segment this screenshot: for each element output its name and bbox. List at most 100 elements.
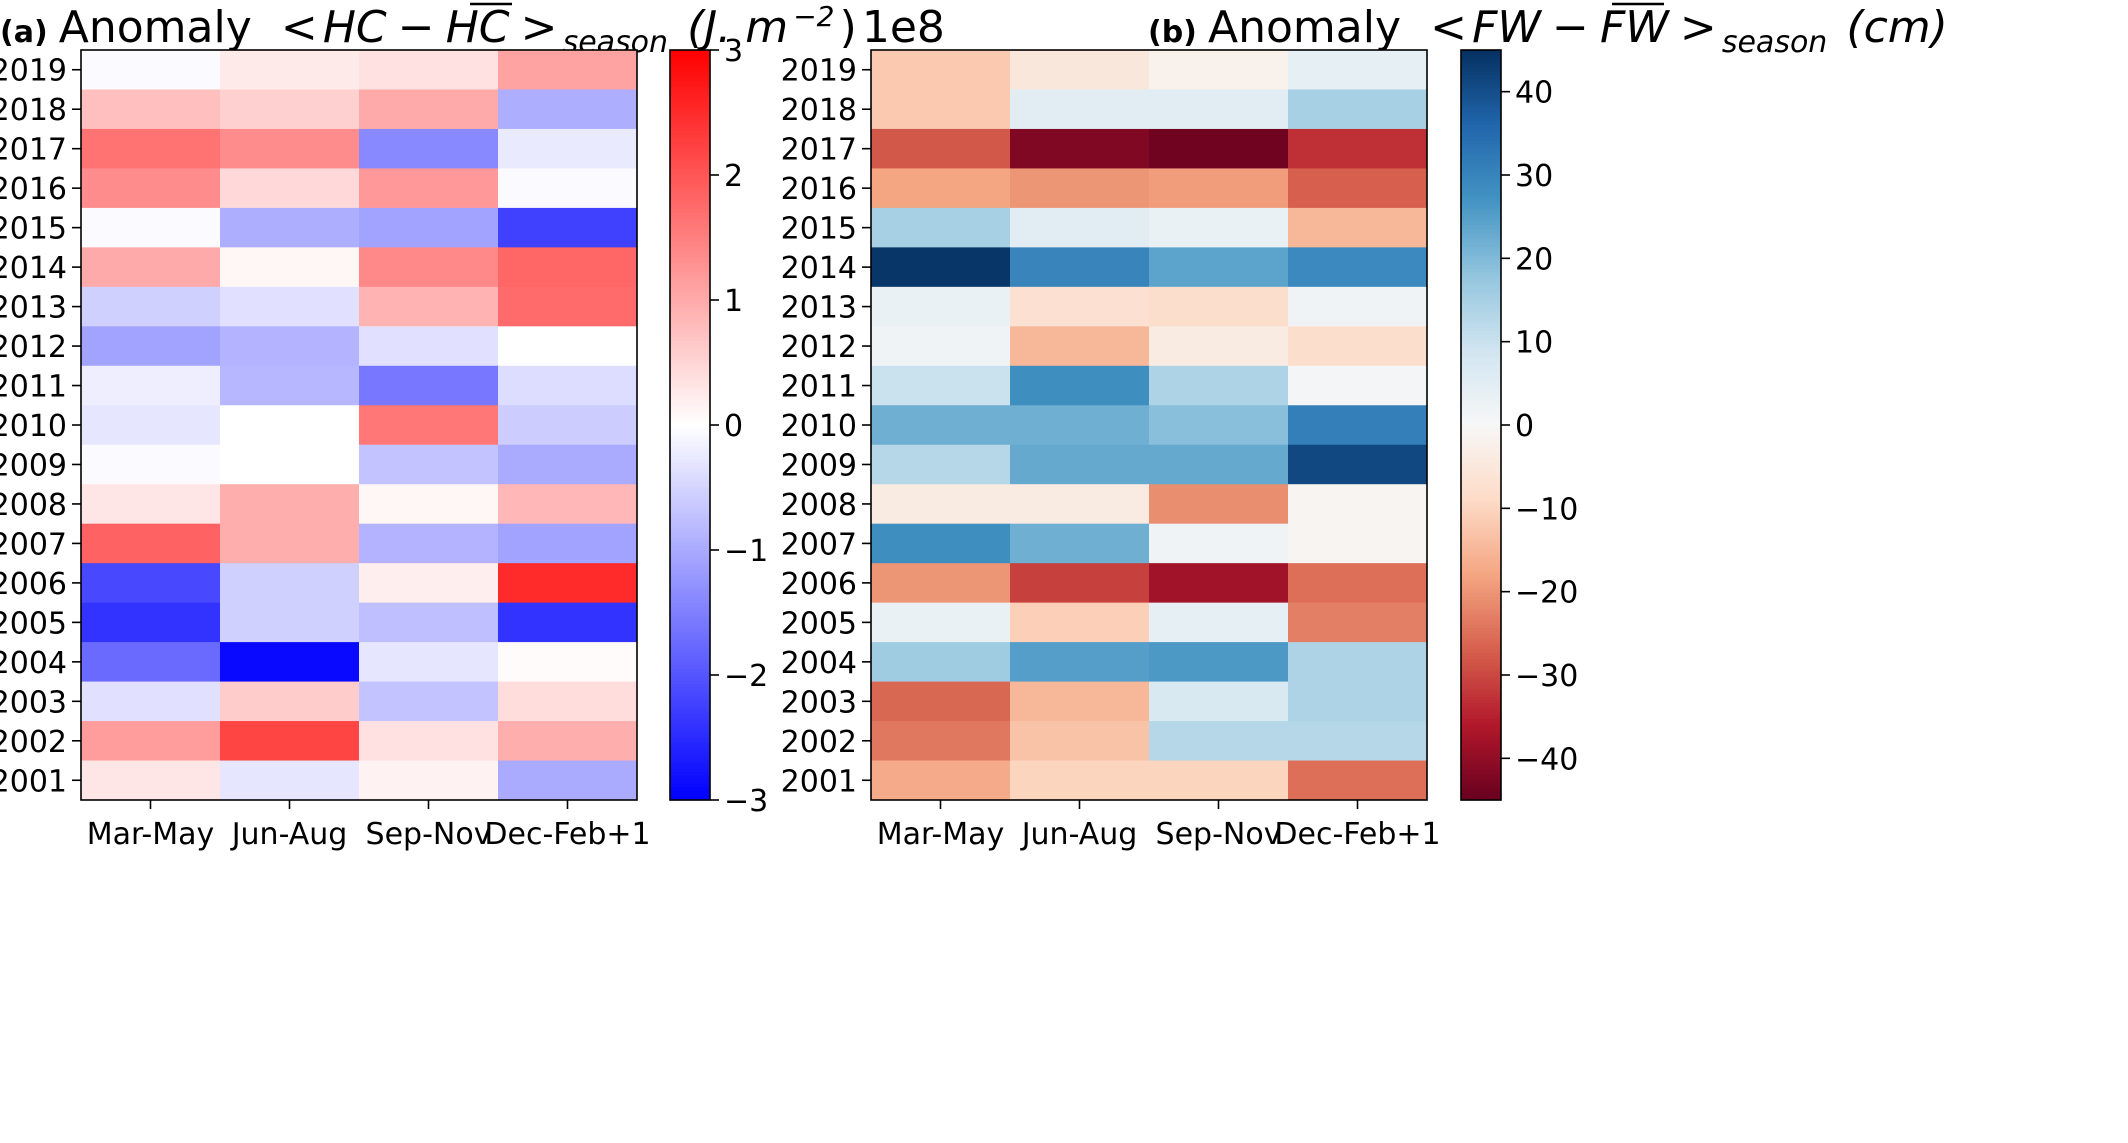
colorbar-segment — [670, 193, 710, 198]
heatmap-cell — [81, 484, 221, 525]
colorbar-segment — [1461, 100, 1501, 104]
colorbar-segment — [670, 778, 710, 782]
colorbar-segment — [1461, 537, 1501, 542]
colorbar-segment — [1461, 406, 1501, 410]
colorbar-segment — [1461, 618, 1501, 623]
heatmap-cell — [498, 405, 638, 446]
colorbar-segment — [1461, 209, 1501, 214]
heatmap-cell — [81, 563, 221, 604]
colorbar-segment — [670, 425, 710, 429]
colorbar-segment — [670, 437, 710, 442]
colorbar-segment — [670, 675, 710, 679]
colorbar-segment — [670, 162, 710, 167]
colorbar-segment — [670, 96, 710, 101]
colorbar-segment — [670, 178, 710, 182]
heatmap-cell — [220, 602, 360, 643]
heatmap-cell — [1288, 523, 1428, 564]
colorbar-segment — [670, 712, 710, 717]
colorbar-segment — [670, 471, 710, 476]
colorbar-segment — [1461, 584, 1501, 589]
colorbar-tick-label: 30 — [1515, 159, 1553, 194]
colorbar-segment — [1461, 696, 1501, 701]
colorbar-segment — [670, 700, 710, 704]
heatmap-cell — [1010, 642, 1150, 683]
colorbar-segment — [1461, 281, 1501, 285]
colorbar-segment — [1461, 75, 1501, 79]
colorbar-segment — [1461, 381, 1501, 385]
heatmap-cell — [498, 523, 638, 564]
colorbar-segment — [1461, 625, 1501, 629]
colorbar-segment — [1461, 740, 1501, 745]
colorbar-segment — [1461, 53, 1501, 57]
heatmap-cell — [1010, 286, 1150, 327]
heatmap-cell — [1288, 168, 1428, 209]
heatmap-cell — [1149, 405, 1289, 446]
colorbar-segment — [670, 696, 710, 701]
colorbar-segment — [1461, 359, 1501, 364]
colorbar-segment — [1461, 643, 1501, 648]
colorbar-segment — [670, 553, 710, 557]
colorbar-segment — [670, 165, 710, 170]
colorbar-segment — [1461, 578, 1501, 582]
heatmap-cell — [498, 642, 638, 683]
colorbar-segment — [1461, 193, 1501, 198]
colorbar-segment — [670, 450, 710, 454]
y-tick-label: 2003 — [0, 685, 67, 720]
colorbar-segment — [1461, 425, 1501, 429]
colorbar-segment — [670, 409, 710, 414]
colorbar-segment — [670, 462, 710, 467]
colorbar-segment — [1461, 259, 1501, 264]
heatmap-cell — [359, 760, 499, 801]
heatmap-cell — [359, 286, 499, 327]
colorbar-tick-label: 1 — [724, 284, 743, 319]
colorbar-segment — [670, 746, 710, 751]
colorbar-segment — [1461, 353, 1501, 357]
y-tick-label: 2001 — [0, 764, 67, 799]
y-tick-label: 2018 — [781, 93, 857, 128]
colorbar-segment — [1461, 593, 1501, 598]
colorbar-segment — [670, 684, 710, 689]
heatmap-cell — [871, 89, 1011, 130]
colorbar-segment — [670, 706, 710, 710]
heatmap-cell — [1149, 760, 1289, 801]
colorbar-segment — [670, 421, 710, 426]
colorbar-segment — [1461, 271, 1501, 276]
x-tick-label: Jun-Aug — [1020, 817, 1138, 852]
y-tick-label: 2012 — [0, 330, 67, 365]
heatmap-cell — [1149, 326, 1289, 367]
colorbar-segment — [1461, 150, 1501, 154]
heatmap-cell — [1010, 405, 1150, 446]
colorbar-segment — [670, 543, 710, 548]
colorbar-segment — [670, 600, 710, 604]
colorbar-segment — [670, 581, 710, 585]
colorbar-tick-label: −20 — [1515, 576, 1578, 611]
colorbar-segment — [1461, 253, 1501, 257]
heatmap-cell — [1288, 365, 1428, 406]
colorbar-segment — [670, 293, 710, 298]
heatmap-cell — [359, 365, 499, 406]
colorbar-segment — [1461, 190, 1501, 195]
heatmap-cell — [81, 50, 221, 90]
colorbar-segment — [670, 190, 710, 195]
colorbar-segment — [1461, 793, 1501, 798]
colorbar-segment — [670, 400, 710, 404]
colorbar-segment — [1461, 96, 1501, 101]
colorbar-segment — [670, 540, 710, 545]
colorbar-segment — [1461, 65, 1501, 70]
colorbar-segment — [670, 53, 710, 57]
colorbar-segment — [670, 275, 710, 279]
heatmap-cell — [498, 128, 638, 169]
colorbar-segment — [670, 131, 710, 135]
x-tick-label: Jun-Aug — [230, 817, 348, 852]
colorbar-segment — [670, 509, 710, 514]
colorbar-segment — [1461, 528, 1501, 532]
y-tick-label: 2014 — [0, 251, 67, 286]
colorbar-segment — [670, 240, 710, 245]
colorbar-segment — [670, 228, 710, 232]
heatmap-cell — [1010, 602, 1150, 643]
colorbar-segment — [1461, 181, 1501, 185]
y-tick-label: 2011 — [0, 370, 67, 405]
heatmap-cell — [1010, 168, 1150, 209]
colorbar-segment — [1461, 387, 1501, 392]
